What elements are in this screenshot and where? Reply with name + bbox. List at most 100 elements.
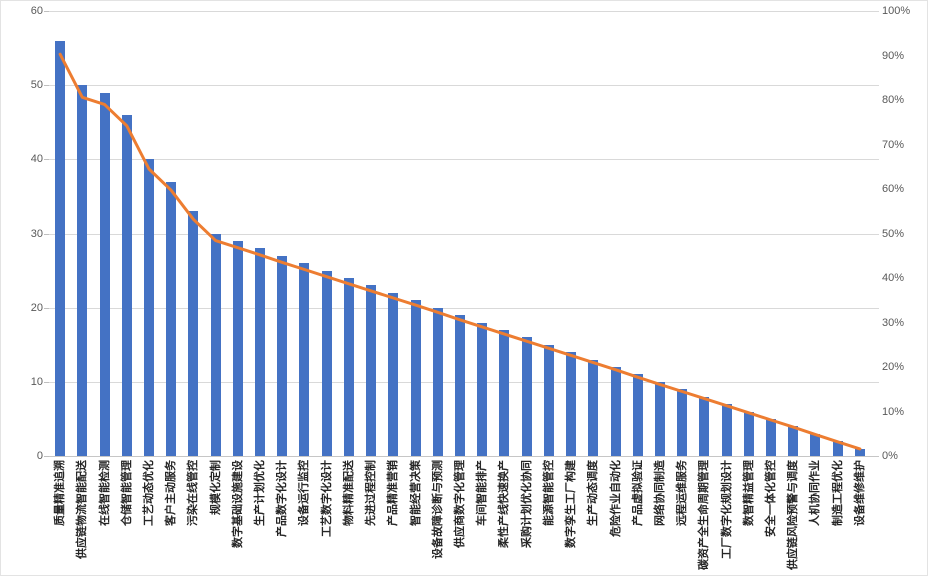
bar — [121, 114, 132, 456]
bar — [410, 300, 421, 456]
left-axis-tick — [44, 456, 49, 457]
category-label: 制造工程优化 — [831, 460, 844, 526]
bar — [499, 329, 510, 456]
left-axis-tick — [44, 159, 49, 161]
category-label: 网络协同制造 — [653, 460, 666, 526]
right-axis-label: 20% — [882, 361, 905, 373]
gridline — [49, 456, 879, 457]
bar — [721, 404, 732, 456]
category-label: 质量精准追溯 — [54, 460, 67, 526]
category-label: 数字基础设施建设 — [231, 460, 244, 548]
bar — [299, 263, 310, 456]
bar — [699, 396, 710, 456]
bar — [632, 374, 643, 456]
left-axis-label: 50 — [30, 79, 43, 92]
left-axis-label: 20 — [30, 301, 43, 314]
category-label: 安全一体化管控 — [765, 460, 778, 537]
category-label: 碳资产全生命周期管理 — [698, 460, 711, 570]
right-axis-label: 100% — [882, 5, 911, 17]
gridline — [49, 307, 879, 309]
bar — [455, 315, 465, 456]
category-label: 数字孪生工厂构建 — [565, 460, 578, 548]
gridline — [49, 233, 879, 235]
bar — [210, 233, 221, 456]
category-label: 能源智能管控 — [542, 460, 555, 526]
left-axis-label: 40 — [30, 153, 43, 166]
bar — [143, 159, 154, 456]
bar — [99, 92, 110, 456]
category-label: 生产动态调度 — [587, 460, 600, 526]
category-label: 供应链风险预警与调度 — [787, 460, 800, 570]
category-label: 工艺动态优化 — [142, 460, 155, 526]
percent-line-series — [58, 52, 862, 451]
bar — [766, 418, 777, 456]
right-axis-label: 90% — [882, 49, 905, 62]
right-axis-label: 0% — [882, 450, 898, 462]
bar — [677, 389, 688, 456]
bar — [255, 248, 266, 456]
left-axis-tick — [44, 11, 49, 12]
category-label: 客户主动服务 — [165, 460, 178, 526]
category-label: 产品精准营销 — [387, 460, 400, 526]
gridline — [49, 159, 879, 161]
percent-line — [58, 52, 862, 451]
category-label: 设备维修维护 — [853, 460, 866, 526]
right-axis-label: 40% — [882, 272, 905, 284]
category-label: 设备故障诊断与预测 — [431, 460, 444, 559]
category-label: 柔性产线快速换产 — [498, 460, 511, 548]
right-axis-label: 50% — [882, 227, 905, 240]
right-axis-label: 70% — [882, 138, 905, 151]
category-label: 远程运维服务 — [676, 460, 689, 526]
bar — [588, 359, 599, 456]
category-label: 人机协同作业 — [809, 460, 822, 526]
category-label: 物料精准配送 — [342, 460, 355, 526]
right-axis-label: 80% — [882, 94, 905, 106]
bar — [743, 411, 754, 456]
category-label: 供应商数字化管理 — [454, 460, 466, 548]
bar — [610, 367, 621, 456]
category-label: 规模化定制 — [209, 460, 222, 515]
category-label: 仓储智能管理 — [120, 460, 133, 526]
bar — [55, 40, 66, 456]
category-label: 车间智能排产 — [476, 460, 489, 526]
category-label: 产品虚拟验证 — [631, 460, 644, 526]
left-axis-tick — [44, 233, 49, 235]
bar — [366, 285, 377, 456]
bar — [166, 181, 177, 456]
bar — [277, 255, 288, 456]
left-axis-tick — [44, 381, 49, 383]
bar — [232, 240, 243, 456]
gridline — [49, 85, 879, 87]
left-axis-label: 0 — [36, 450, 43, 462]
bar — [566, 352, 577, 456]
category-label: 产品数字化设计 — [276, 460, 289, 537]
category-label: 采购计划优化协同 — [520, 460, 533, 548]
category-label: 在线智能检测 — [98, 460, 111, 526]
bar — [188, 211, 199, 456]
category-label: 危险作业自动化 — [609, 460, 622, 537]
left-axis-label: 60 — [30, 5, 43, 17]
plot-area — [49, 11, 871, 456]
left-axis-tick — [44, 85, 49, 87]
bar — [388, 292, 399, 456]
bar — [321, 270, 332, 456]
bar — [788, 426, 799, 456]
category-label: 工艺数字化设计 — [320, 460, 333, 537]
left-axis-label: 30 — [30, 227, 43, 240]
category-label: 工厂数字化规划设计 — [720, 460, 733, 559]
category-label: 先进过程控制 — [365, 460, 378, 526]
bar — [832, 441, 843, 456]
gridline — [49, 11, 879, 12]
category-label: 智能经营决策 — [409, 460, 422, 526]
category-label: 生产计划优化 — [254, 460, 267, 526]
bar — [854, 448, 865, 456]
right-axis-label: 30% — [882, 316, 905, 329]
left-axis-label: 10 — [30, 375, 43, 388]
bar — [477, 322, 488, 456]
category-label: 污染在线管控 — [187, 460, 200, 526]
bar — [654, 381, 665, 456]
left-axis-tick — [44, 307, 49, 309]
category-label: 设备运行监控 — [298, 460, 311, 526]
bar — [343, 278, 354, 456]
